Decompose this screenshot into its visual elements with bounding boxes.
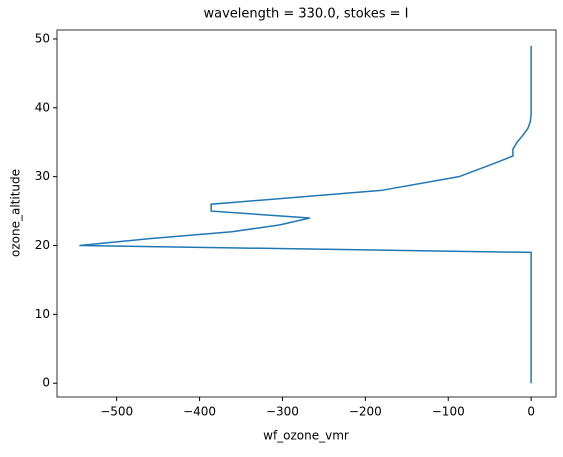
data-line (79, 45, 532, 384)
plot-frame (56, 29, 557, 398)
x-tick-label: −300 (266, 405, 299, 419)
y-tick-label: 0 (42, 376, 50, 390)
y-tick-label: 10 (35, 307, 50, 321)
x-tick-label: −200 (349, 405, 382, 419)
y-tick-label: 50 (35, 31, 50, 45)
x-tick-label: −500 (100, 405, 133, 419)
x-tick-label: −100 (432, 405, 465, 419)
x-tick-label: −400 (183, 405, 216, 419)
y-tick-label: 20 (35, 238, 50, 252)
chart-title: wavelength = 330.0, stokes = I (203, 7, 408, 22)
x-axis-label: wf_ozone_vmr (263, 429, 349, 443)
y-tick-label: 40 (35, 100, 50, 114)
y-tick-label: 30 (35, 169, 50, 183)
x-tick-label: 0 (527, 405, 535, 419)
y-axis-label: ozone_altitude (9, 169, 23, 257)
